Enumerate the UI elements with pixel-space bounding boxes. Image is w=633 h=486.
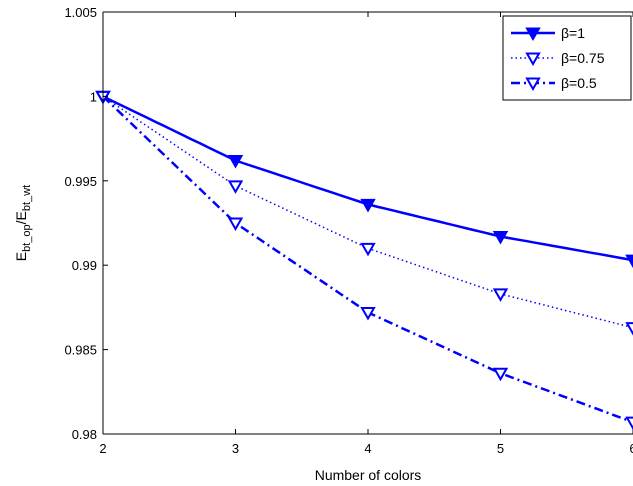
y-tick-label: 0.985 bbox=[64, 343, 97, 358]
data-point-s2-4 bbox=[492, 288, 509, 302]
y-label-sub2: bt_wt bbox=[21, 185, 33, 211]
legend-marker-2 bbox=[525, 52, 541, 67]
data-point-s1-4 bbox=[492, 231, 509, 245]
legend-label-1: β=1 bbox=[561, 25, 585, 41]
data-point-s2-2 bbox=[227, 180, 244, 194]
legend-marker-1 bbox=[525, 27, 541, 42]
x-tick-label: 6 bbox=[629, 441, 633, 456]
series-markers bbox=[95, 90, 633, 431]
y-tick-label: 0.995 bbox=[64, 174, 97, 189]
x-tick-label: 2 bbox=[99, 441, 106, 456]
data-point-s3-2 bbox=[227, 217, 244, 232]
legend-marker-3 bbox=[525, 77, 541, 92]
y-label-main: E bbox=[13, 252, 29, 261]
y-label-sep: /E bbox=[13, 211, 29, 224]
ticks: 2 3 4 5 6 0.98 0.985 0.99 0.995 1 1.005 bbox=[64, 5, 633, 456]
y-label-sub1: bt_op bbox=[21, 224, 33, 252]
data-point-s1-5 bbox=[625, 254, 633, 269]
legend-label-2: β=0.75 bbox=[561, 50, 605, 66]
legend-label-3: β=0.5 bbox=[561, 75, 597, 91]
data-point-s1-2 bbox=[227, 155, 244, 169]
data-point-s2-3 bbox=[360, 242, 376, 257]
x-tick-label: 3 bbox=[232, 441, 239, 456]
x-tick-label: 5 bbox=[497, 441, 504, 456]
y-tick-label: 0.99 bbox=[72, 258, 97, 273]
x-axis-label: Number of colors bbox=[315, 467, 422, 483]
y-tick-label: 0.98 bbox=[72, 427, 97, 442]
data-point-s1-3 bbox=[360, 198, 376, 213]
y-tick-label: 1 bbox=[90, 89, 97, 104]
data-point-s3-3 bbox=[360, 306, 376, 321]
y-tick-label: 1.005 bbox=[64, 5, 97, 20]
data-point-s2-5 bbox=[625, 322, 633, 336]
data-point-s3-5 bbox=[625, 416, 633, 431]
legend: β=1 β=0.75 β=0.5 bbox=[502, 15, 632, 101]
data-point-s3-4 bbox=[492, 367, 509, 382]
x-tick-label: 4 bbox=[364, 441, 371, 456]
y-axis-label: Ebt_op/Ebt_wt bbox=[13, 185, 33, 261]
legend-box bbox=[502, 15, 632, 101]
